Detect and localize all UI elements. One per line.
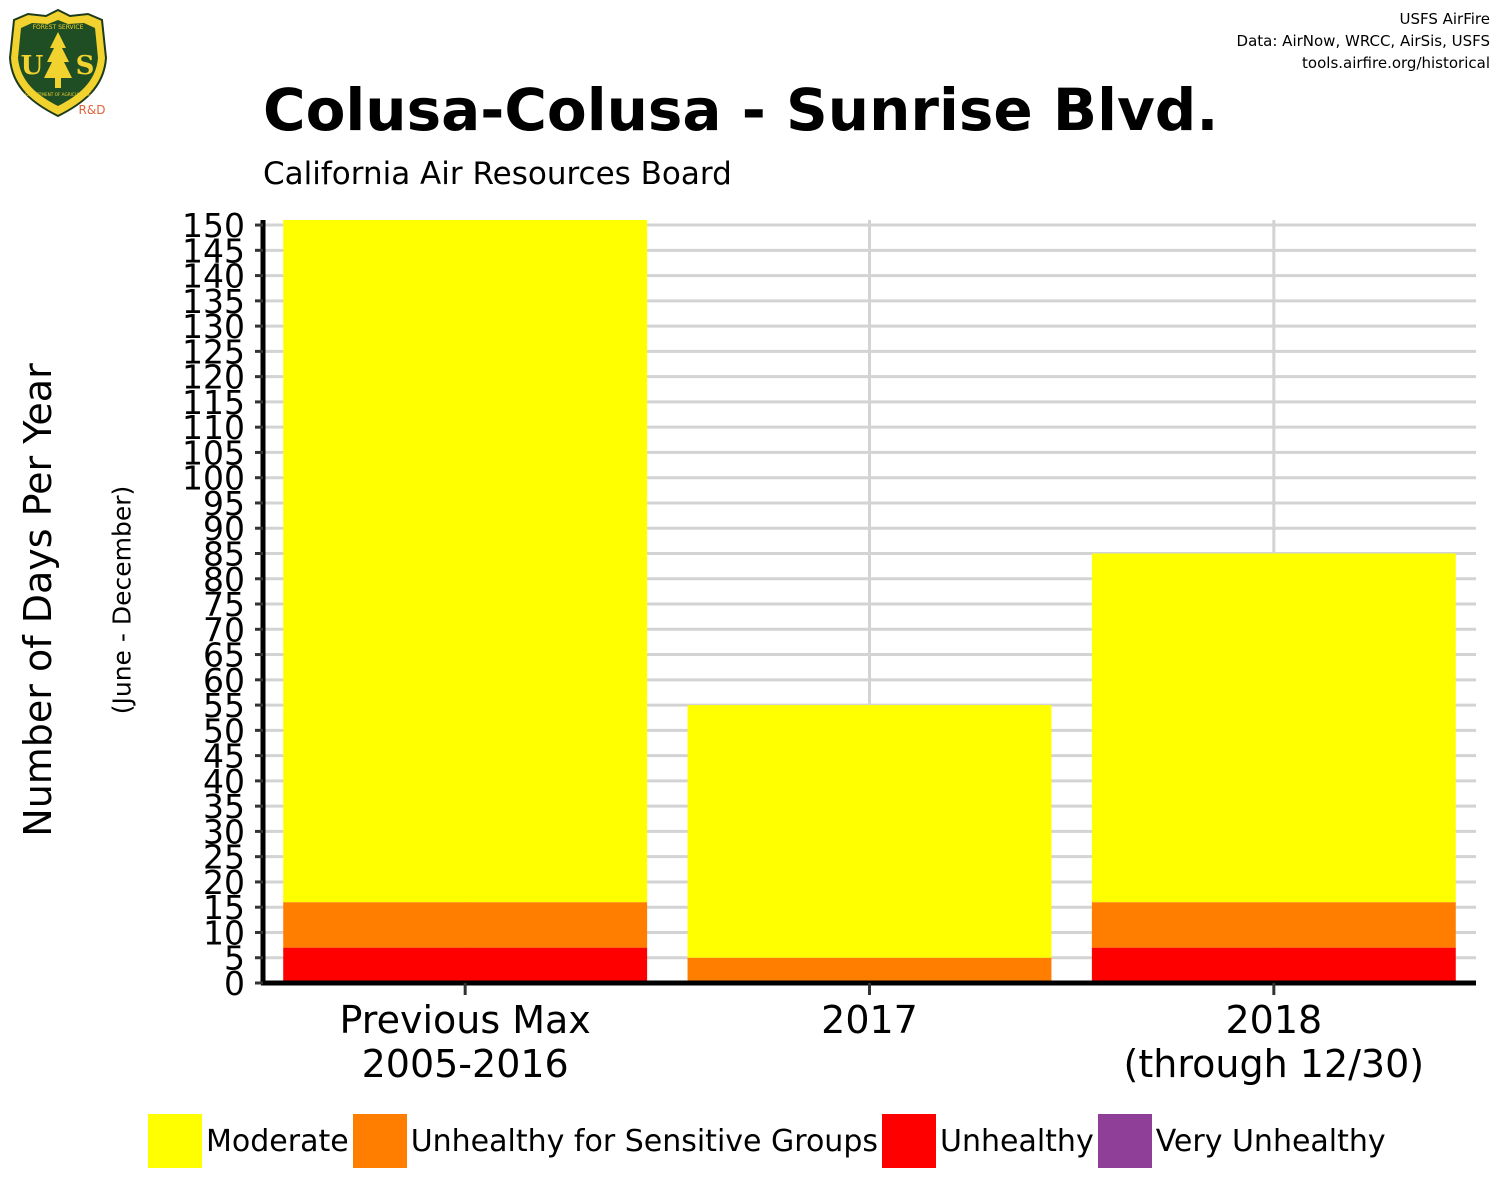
bar-segment <box>1091 947 1456 983</box>
y-tick-label: 75 <box>203 585 245 624</box>
usfs-shield-logo: U S FOREST SERVICE DEPARTMENT OF AGRICUL… <box>8 8 108 118</box>
y-axis-label: Number of Days Per Year <box>16 363 60 837</box>
logo-top-text: FOREST SERVICE <box>33 24 84 31</box>
y-tick-label: 70 <box>203 610 245 649</box>
axes: 0510152025303540455055606570758085909510… <box>182 206 1476 1086</box>
legend-swatch <box>882 1114 936 1168</box>
legend-item: Unhealthy for Sensitive Groups <box>352 1114 878 1168</box>
credit-line-2: Data: AirNow, WRCC, AirSis, USFS <box>1236 32 1490 50</box>
y-tick-label: 60 <box>203 661 245 700</box>
legend-item: Unhealthy <box>882 1114 1094 1168</box>
y-tick-label: 40 <box>203 762 245 801</box>
y-tick-label: 10 <box>203 913 245 952</box>
x-tick-label: Previous Max 2005-2016 <box>340 998 591 1086</box>
y-tick-label: 65 <box>203 636 245 675</box>
y-tick-label: 115 <box>182 383 245 422</box>
y-tick-label: 140 <box>182 257 245 296</box>
legend-label: Moderate <box>206 1123 349 1159</box>
y-tick-label: 50 <box>203 711 245 750</box>
bar-segment <box>283 947 648 983</box>
logo-right-letter: S <box>76 51 95 81</box>
x-tick-label: 2018 (through 12/30) <box>1124 998 1425 1086</box>
y-tick-label: 45 <box>203 737 245 776</box>
legend-label: Unhealthy for Sensitive Groups <box>410 1123 878 1159</box>
y-axis-sublabel: (June - December) <box>107 485 137 715</box>
y-tick-label: 25 <box>203 838 245 877</box>
y-tick-label: 100 <box>182 459 245 498</box>
y-tick-label: 0 <box>224 964 245 1003</box>
y-tick-label: 130 <box>182 307 245 346</box>
y-tick-label: 15 <box>203 888 245 927</box>
legend-label: Unhealthy <box>940 1123 1094 1159</box>
y-tick-label: 80 <box>203 560 245 599</box>
legend-label: Very Unhealthy <box>1155 1123 1386 1159</box>
y-tick-label: 35 <box>203 787 245 826</box>
y-tick-label: 145 <box>182 231 245 270</box>
legend-swatch <box>352 1114 407 1168</box>
legend-swatch <box>1097 1114 1152 1168</box>
y-tick-label: 85 <box>203 534 245 573</box>
tree-icon <box>44 32 72 88</box>
bars <box>283 220 1456 983</box>
y-tick-label: 30 <box>203 812 245 851</box>
logo-bottom-text: DEPARTMENT OF AGRICULTURE <box>25 92 91 97</box>
legend: Moderate Unhealthy for Sensitive Groups Un… <box>148 1114 1390 1168</box>
chart-title: Colusa-Colusa - Sunrise Blvd. <box>263 76 1219 144</box>
y-tick-label: 20 <box>203 863 245 902</box>
credit-line-3: tools.airfire.org/historical <box>1302 54 1490 72</box>
legend-item: Moderate <box>148 1114 349 1168</box>
bar-segment <box>283 220 648 903</box>
bar-segment <box>687 705 1052 958</box>
y-tick-label: 110 <box>182 408 245 447</box>
y-tick-label: 5 <box>224 939 245 978</box>
y-tick-label: 105 <box>182 433 245 472</box>
bar-segment <box>687 957 1052 983</box>
legend-item: Very Unhealthy <box>1097 1114 1386 1168</box>
chart-subtitle: California Air Resources Board <box>263 156 732 192</box>
y-tick-label: 95 <box>203 484 245 523</box>
y-tick-label: 90 <box>203 509 245 548</box>
bar-segment <box>1091 553 1456 903</box>
logo-left-letter: U <box>21 51 44 81</box>
credit-line-1: USFS AirFire <box>1399 10 1490 28</box>
y-tick-label: 55 <box>203 686 245 725</box>
y-tick-label: 135 <box>182 282 245 321</box>
y-tick-label: 150 <box>182 206 245 245</box>
bar-segment <box>283 902 648 948</box>
logo-rd-text: R&D <box>79 103 106 117</box>
legend-swatch <box>148 1114 202 1168</box>
x-tick-label: 2017 <box>821 998 918 1042</box>
y-tick-label: 125 <box>182 332 245 371</box>
bar-segment <box>1091 902 1456 948</box>
y-tick-label: 120 <box>182 358 245 397</box>
